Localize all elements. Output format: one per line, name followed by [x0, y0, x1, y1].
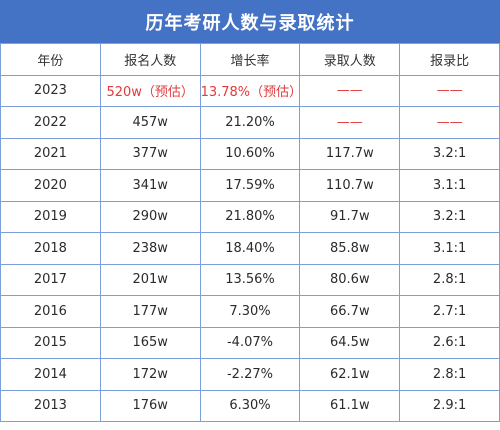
table-row: 2023 520w（预估） 13.78%（预估） —— ——: [0, 74, 500, 107]
cell-growth: 6.30%: [199, 389, 301, 422]
cell-growth: 10.60%: [199, 137, 301, 170]
stats-table: 年份 报名人数 增长率 录取人数 报录比 2023 520w（预估） 13.78…: [0, 43, 500, 422]
cell-ratio-text: ——: [436, 114, 463, 130]
cell-admitted: 80.6w: [299, 263, 401, 296]
header-year: 年份: [0, 43, 101, 76]
cell-growth: -4.07%: [199, 326, 301, 359]
table-row: 2019 290w 21.80% 91.7w 3.2:1: [0, 200, 500, 233]
cell-growth: 17.59%: [199, 169, 301, 202]
header-applicants: 报名人数: [99, 43, 201, 76]
cell-growth: 13.56%: [199, 263, 301, 296]
cell-year: 2019: [0, 200, 101, 233]
table-title: 历年考研人数与录取统计: [0, 0, 500, 43]
cell-applicants: 238w: [99, 232, 201, 265]
cell-year: 2013: [0, 389, 101, 422]
cell-applicants: 172w: [99, 358, 201, 391]
cell-year: 2017: [0, 263, 101, 296]
cell-ratio: ——: [399, 74, 500, 107]
cell-year: 2022: [0, 106, 101, 139]
cell-ratio: 2.7:1: [399, 295, 500, 328]
table-row: 2022 457w 21.20% —— ——: [0, 106, 500, 139]
cell-growth: 18.40%: [199, 232, 301, 265]
cell-applicants: 165w: [99, 326, 201, 359]
cell-ratio: 2.9:1: [399, 389, 500, 422]
header-admitted: 录取人数: [299, 43, 401, 76]
table-row: 2016 177w 7.30% 66.7w 2.7:1: [0, 295, 500, 328]
cell-applicants: 377w: [99, 137, 201, 170]
cell-admitted: 85.8w: [299, 232, 401, 265]
cell-admitted: ——: [299, 74, 401, 107]
cell-ratio: 3.1:1: [399, 232, 500, 265]
cell-growth: 21.80%: [199, 200, 301, 233]
cell-year: 2023: [0, 74, 101, 107]
cell-ratio: 3.1:1: [399, 169, 500, 202]
cell-applicants: 341w: [99, 169, 201, 202]
cell-ratio: 2.8:1: [399, 358, 500, 391]
table-row: 2014 172w -2.27% 62.1w 2.8:1: [0, 358, 500, 391]
cell-applicants: 176w: [99, 389, 201, 422]
cell-applicants: 520w（预估）: [99, 74, 201, 107]
cell-ratio: 3.2:1: [399, 200, 500, 233]
table-row: 2013 176w 6.30% 61.1w 2.9:1: [0, 389, 500, 422]
cell-admitted: 117.7w: [299, 137, 401, 170]
cell-admitted: 91.7w: [299, 200, 401, 233]
cell-admitted-text: ——: [336, 114, 363, 130]
cell-year: 2015: [0, 326, 101, 359]
cell-applicants: 457w: [99, 106, 201, 139]
cell-year: 2021: [0, 137, 101, 170]
table-row: 2020 341w 17.59% 110.7w 3.1:1: [0, 169, 500, 202]
cell-admitted: 62.1w: [299, 358, 401, 391]
cell-ratio: 2.6:1: [399, 326, 500, 359]
table-row: 2018 238w 18.40% 85.8w 3.1:1: [0, 232, 500, 265]
cell-ratio: ——: [399, 106, 500, 139]
cell-admitted: 64.5w: [299, 326, 401, 359]
cell-admitted: 66.7w: [299, 295, 401, 328]
cell-applicants: 201w: [99, 263, 201, 296]
cell-ratio: 2.8:1: [399, 263, 500, 296]
cell-admitted: ——: [299, 106, 401, 139]
cell-year: 2014: [0, 358, 101, 391]
cell-ratio: 3.2:1: [399, 137, 500, 170]
cell-admitted-text: ——: [336, 83, 363, 99]
cell-admitted: 61.1w: [299, 389, 401, 422]
cell-growth: 13.78%（预估）: [199, 74, 302, 107]
cell-growth: 7.30%: [199, 295, 301, 328]
table-row: 2017 201w 13.56% 80.6w 2.8:1: [0, 263, 500, 296]
header-ratio: 报录比: [399, 43, 500, 76]
cell-applicants: 177w: [99, 295, 201, 328]
table-row: 2021 377w 10.60% 117.7w 3.2:1: [0, 137, 500, 170]
cell-year: 2018: [0, 232, 101, 265]
table-row: 2015 165w -4.07% 64.5w 2.6:1: [0, 326, 500, 359]
cell-applicants: 290w: [99, 200, 201, 233]
header-growth: 增长率: [199, 43, 301, 76]
cell-growth: 21.20%: [199, 106, 301, 139]
cell-ratio-text: ——: [436, 83, 463, 99]
cell-year: 2020: [0, 169, 101, 202]
cell-year: 2016: [0, 295, 101, 328]
cell-admitted: 110.7w: [299, 169, 401, 202]
header-row: 年份 报名人数 增长率 录取人数 报录比: [0, 43, 500, 76]
cell-growth: -2.27%: [199, 358, 301, 391]
